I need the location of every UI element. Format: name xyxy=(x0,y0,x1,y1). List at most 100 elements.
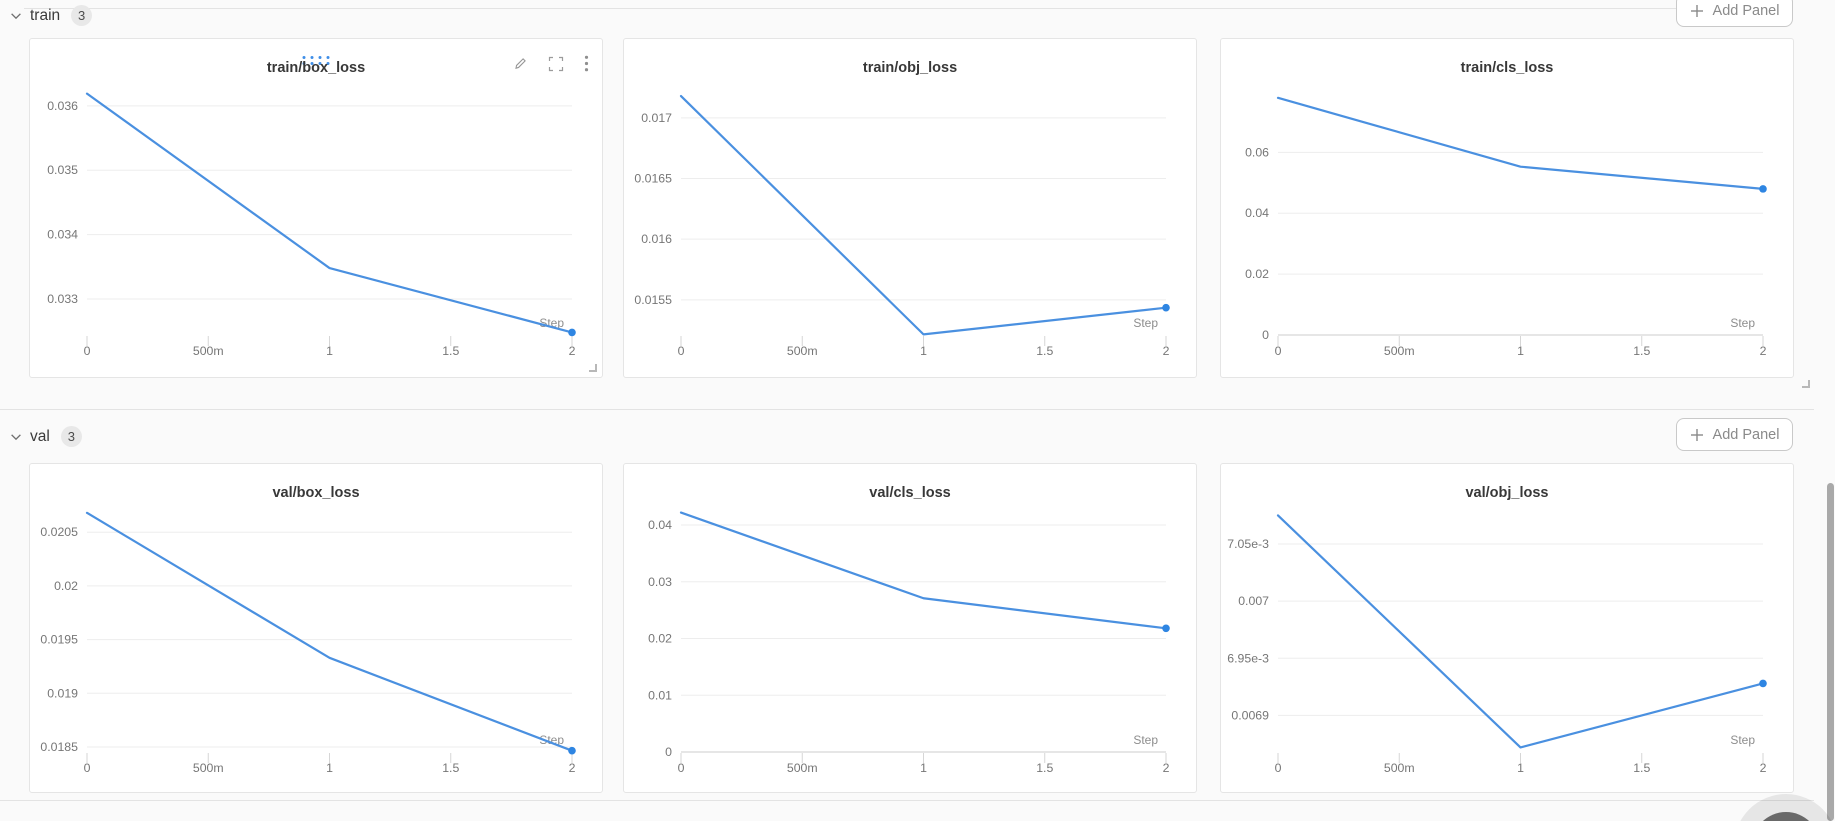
svg-text:0.03: 0.03 xyxy=(648,575,672,589)
svg-text:1.5: 1.5 xyxy=(442,761,459,775)
add-panel-label: Add Panel xyxy=(1712,426,1780,443)
line-chart-train-obj-loss[interactable]: 0.017 0.0165 0.016 0.0155 0 500m 1 1.5 2 Step xyxy=(624,39,1196,377)
svg-text:500m: 500m xyxy=(1384,344,1415,358)
svg-text:0.007: 0.007 xyxy=(1238,594,1269,608)
svg-text:0.016: 0.016 xyxy=(641,232,672,246)
svg-text:0.06: 0.06 xyxy=(1245,145,1269,159)
svg-text:6.95e-3: 6.95e-3 xyxy=(1227,651,1269,665)
svg-text:0.02: 0.02 xyxy=(648,632,672,646)
svg-text:500m: 500m xyxy=(193,761,224,775)
line-chart-val-box-loss[interactable]: 0.0205 0.02 0.0195 0.019 0.0185 0 500m 1 1.5 2 Ste… xyxy=(30,464,602,792)
svg-text:1.5: 1.5 xyxy=(1633,344,1650,358)
svg-text:0.02: 0.02 xyxy=(54,579,78,593)
svg-text:500m: 500m xyxy=(787,761,818,775)
svg-text:0.0155: 0.0155 xyxy=(634,293,672,307)
svg-text:0: 0 xyxy=(84,761,91,775)
val-section-bottom-border xyxy=(0,800,1814,801)
svg-text:2: 2 xyxy=(1163,344,1170,358)
edit-pencil-icon[interactable] xyxy=(513,56,528,71)
panel-val-box-loss[interactable]: val/box_loss 0.0205 0.02 0.0195 0.019 0.0185… xyxy=(29,463,603,793)
svg-text:0.04: 0.04 xyxy=(648,518,672,532)
train-section-header: train 3 xyxy=(9,5,93,26)
svg-text:1.5: 1.5 xyxy=(442,344,459,358)
svg-text:0: 0 xyxy=(665,745,672,759)
svg-text:1: 1 xyxy=(1517,344,1524,358)
svg-text:Step: Step xyxy=(1133,316,1158,330)
panel-val-cls-loss[interactable]: val/cls_loss 0.04 0.03 0.02 0.01 0 0 500m 1 1.5 2… xyxy=(623,463,1197,793)
svg-text:0: 0 xyxy=(678,761,685,775)
panel-val-obj-loss[interactable]: val/obj_loss 7.05e-3 0.007 6.95e-3 0.0069 0 5… xyxy=(1220,463,1794,793)
svg-text:1.5: 1.5 xyxy=(1036,344,1053,358)
svg-text:500m: 500m xyxy=(787,344,818,358)
svg-text:2: 2 xyxy=(1163,761,1170,775)
svg-text:2: 2 xyxy=(1760,344,1767,358)
svg-text:0.04: 0.04 xyxy=(1245,206,1269,220)
panel-train-cls-loss[interactable]: train/cls_loss 0.06 0.04 0.02 0 0 500m 1 1.5 2 St… xyxy=(1220,38,1794,378)
vertical-scrollbar-thumb[interactable] xyxy=(1827,483,1834,821)
svg-text:Step: Step xyxy=(539,733,564,747)
line-chart-train-cls-loss[interactable]: 0.06 0.04 0.02 00 500m 1 1.5 2 Step xyxy=(1221,39,1793,377)
chevron-down-icon[interactable] xyxy=(9,9,23,23)
line-chart-val-cls-loss[interactable]: 0.04 0.03 0.02 0.01 00 500m 1 1.5 2 Step xyxy=(624,464,1196,792)
panel-count-badge: 3 xyxy=(60,426,82,447)
svg-text:0.01: 0.01 xyxy=(648,688,672,702)
svg-text:2: 2 xyxy=(1760,761,1767,775)
kebab-menu-icon[interactable] xyxy=(584,55,589,72)
chart-title: val/obj_loss xyxy=(1465,485,1549,501)
chart-title: train/obj_loss xyxy=(862,60,958,76)
chart-title: train/box_loss xyxy=(266,60,366,76)
svg-text:1.5: 1.5 xyxy=(1036,761,1053,775)
chart-title: val/cls_loss xyxy=(869,485,951,501)
svg-text:2: 2 xyxy=(569,344,576,358)
add-panel-button[interactable]: Add Panel xyxy=(1676,418,1793,451)
section-resize-handle[interactable] xyxy=(1802,380,1810,388)
val-section-header: val 3 xyxy=(9,426,82,447)
svg-text:0: 0 xyxy=(678,344,685,358)
panel-resize-handle[interactable] xyxy=(589,364,597,372)
svg-text:0.034: 0.034 xyxy=(47,228,78,242)
section-divider xyxy=(0,409,1814,410)
svg-text:0.0195: 0.0195 xyxy=(40,633,78,647)
panel-count-badge: 3 xyxy=(71,5,93,26)
floating-action-button[interactable] xyxy=(1752,812,1820,821)
drag-handle-icon[interactable] xyxy=(301,53,331,71)
svg-text:1: 1 xyxy=(1517,761,1524,775)
panel-train-obj-loss[interactable]: train/obj_loss 0.017 0.0165 0.016 0.0155 0 50… xyxy=(623,38,1197,378)
svg-text:0.0205: 0.0205 xyxy=(40,525,78,539)
svg-text:500m: 500m xyxy=(1384,761,1415,775)
plus-icon xyxy=(1690,428,1704,442)
svg-text:0: 0 xyxy=(1262,328,1269,342)
chevron-down-icon[interactable] xyxy=(9,430,23,444)
svg-text:Step: Step xyxy=(1730,316,1755,330)
svg-text:1: 1 xyxy=(920,344,927,358)
plus-icon xyxy=(1690,4,1704,18)
svg-text:1: 1 xyxy=(326,761,333,775)
add-panel-button[interactable]: Add Panel xyxy=(1676,0,1793,27)
train-section-top-border xyxy=(24,8,1793,9)
svg-text:0: 0 xyxy=(1275,344,1282,358)
svg-text:0.0165: 0.0165 xyxy=(634,172,672,186)
svg-text:0.036: 0.036 xyxy=(47,99,78,113)
add-panel-label: Add Panel xyxy=(1712,2,1780,19)
svg-text:0.017: 0.017 xyxy=(641,111,672,125)
panel-train-box-loss[interactable]: train/box_loss 0.036 0.035 0.034 0.033 0 500m… xyxy=(29,38,603,378)
svg-text:0: 0 xyxy=(1275,761,1282,775)
svg-text:7.05e-3: 7.05e-3 xyxy=(1227,537,1269,551)
svg-text:2: 2 xyxy=(569,761,576,775)
svg-text:0: 0 xyxy=(84,344,91,358)
section-title[interactable]: train xyxy=(30,6,61,24)
svg-text:0.033: 0.033 xyxy=(47,292,78,306)
chart-title: train/cls_loss xyxy=(1460,60,1554,76)
svg-text:1: 1 xyxy=(326,344,333,358)
svg-text:1.5: 1.5 xyxy=(1633,761,1650,775)
svg-text:1: 1 xyxy=(920,761,927,775)
svg-text:Step: Step xyxy=(1730,733,1755,747)
svg-text:0.0185: 0.0185 xyxy=(40,740,78,754)
svg-text:500m: 500m xyxy=(193,344,224,358)
line-chart-val-obj-loss[interactable]: 7.05e-3 0.007 6.95e-3 0.0069 0 500m 1 1.5 2 Step xyxy=(1221,464,1793,792)
svg-text:Step: Step xyxy=(1133,733,1158,747)
fullscreen-icon[interactable] xyxy=(548,56,564,72)
section-title[interactable]: val xyxy=(30,427,50,445)
